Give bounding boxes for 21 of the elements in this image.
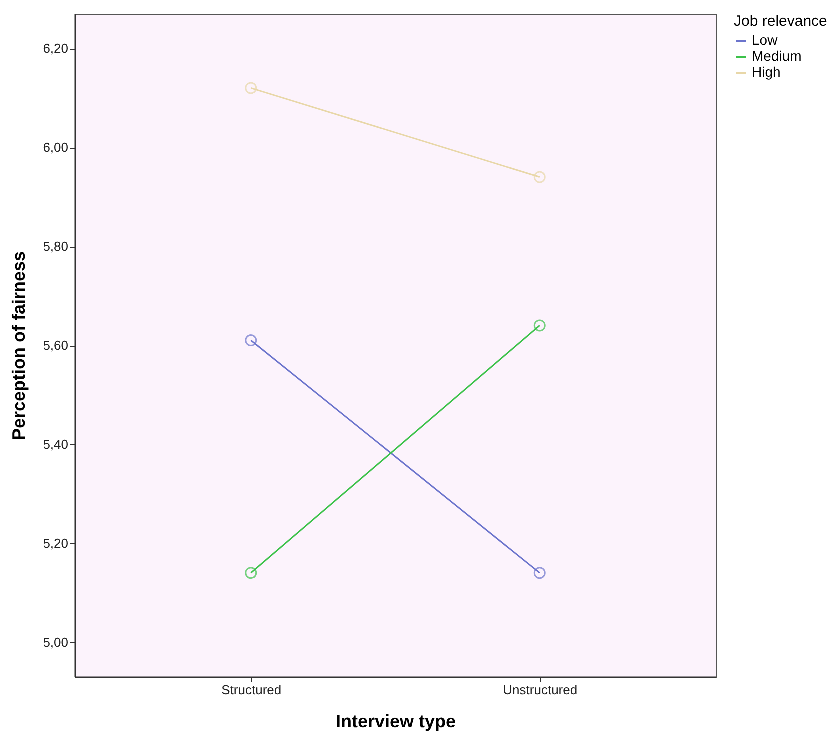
y-tick-label: 5,80 [43, 239, 68, 254]
legend-label: Medium [752, 48, 802, 64]
y-tick-label: 5,40 [43, 436, 68, 452]
point [245, 567, 258, 580]
x-tick-label: Structured [222, 682, 282, 698]
legend-label: High [752, 64, 781, 80]
y-tick-label: 6,20 [43, 41, 68, 56]
legend-label: Low [752, 32, 779, 48]
point [245, 82, 258, 94]
y-tick-label: 6,00 [43, 140, 68, 156]
point [534, 567, 546, 580]
x-axis-title: Interview type [336, 712, 456, 732]
x-tick-label: Unstructured [503, 682, 578, 698]
legend-title: Job relevance [734, 13, 828, 30]
y-tick-label: 5,20 [43, 536, 68, 551]
point [534, 320, 546, 332]
y-axis-title: Perception of fairness [9, 251, 30, 441]
y-tick-label: 5,00 [43, 634, 68, 650]
point [534, 171, 546, 184]
point [245, 334, 258, 347]
y-tick-label: 5,60 [43, 338, 68, 353]
